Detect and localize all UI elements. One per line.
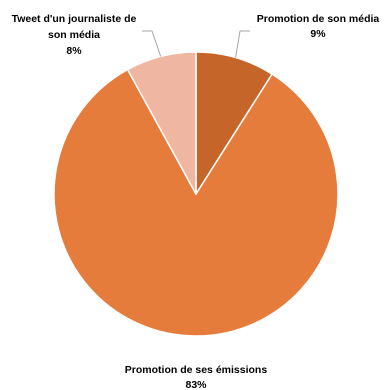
leader-lines [142,30,250,58]
slice-value-promotion-emissions: 83% [185,379,207,390]
slice-label-line: Promotion de son média [257,13,380,25]
slice-label-promotion-emissions: Promotion de ses émissions [125,364,268,376]
leader-line-tweet [142,30,162,57]
pie-slice-tweet [126,51,197,195]
slice-value-tweet: 8% [66,45,82,57]
slice-label-tweet-line2: son média [48,29,100,41]
pie-slice-promotion-media [195,51,274,197]
pie-slice-promotion-emissions [53,68,339,337]
slice-value-promotion-media: 9% [310,28,326,40]
slice-label-promotion-media: Promotion de son média [257,13,380,25]
leader-line-promotion-media [235,30,250,58]
pie-slices [53,51,339,337]
slice-label-tweet-line1: Tweet d'un journaliste de [12,13,137,25]
